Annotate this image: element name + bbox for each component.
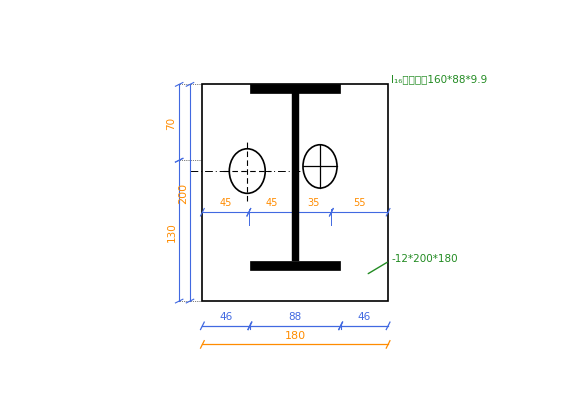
Text: 70: 70 — [166, 116, 177, 130]
Text: 46: 46 — [358, 312, 371, 321]
Text: -12*200*180: -12*200*180 — [391, 253, 458, 263]
Text: 35: 35 — [307, 197, 319, 207]
Bar — [250, 85, 340, 94]
Bar — [250, 262, 340, 270]
Bar — [292, 94, 299, 262]
Text: 45: 45 — [219, 197, 232, 207]
Bar — [202, 85, 388, 301]
Text: 200: 200 — [178, 183, 188, 204]
Text: 88: 88 — [289, 312, 302, 321]
Text: I₁₆工字钐为160*88*9.9: I₁₆工字钐为160*88*9.9 — [391, 74, 487, 84]
Text: 46: 46 — [219, 312, 233, 321]
Text: 180: 180 — [285, 330, 306, 340]
Text: 55: 55 — [354, 197, 366, 207]
Ellipse shape — [303, 146, 337, 188]
Ellipse shape — [230, 150, 265, 194]
Text: 130: 130 — [166, 221, 177, 241]
Text: 45: 45 — [266, 197, 278, 207]
